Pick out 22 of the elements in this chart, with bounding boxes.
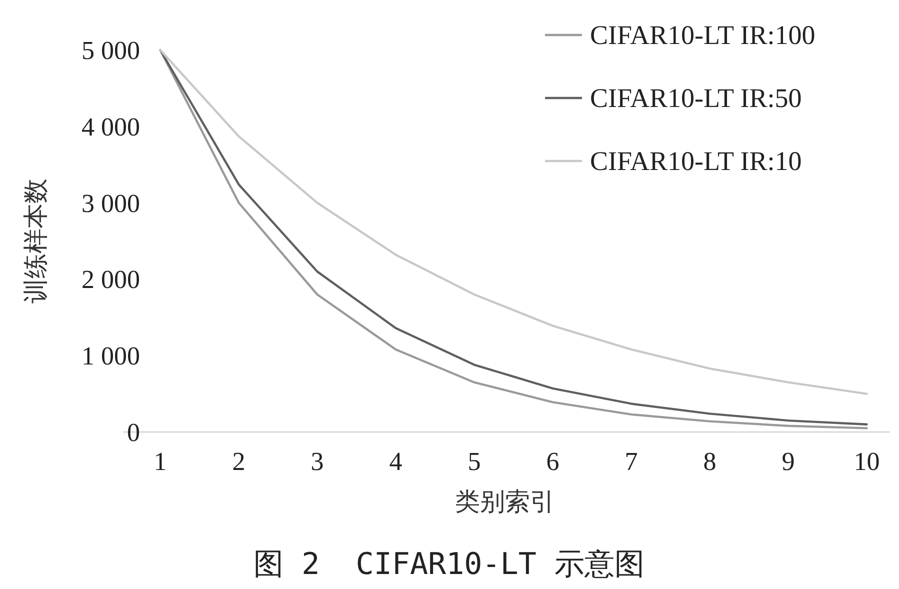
text: 图 2 CIFAR10-LT 示意图	[254, 547, 644, 582]
legend-label: CIFAR10-LT IR:10	[590, 146, 802, 176]
x-axis-title: 类别索引	[455, 487, 555, 516]
x-tick-label: 9	[782, 447, 795, 476]
x-tick-label: 2	[232, 447, 246, 476]
y-tick-label: 0	[127, 418, 140, 447]
legend-label: CIFAR10-LT IR:100	[590, 20, 816, 50]
x-tick-label: 4	[389, 447, 402, 476]
y-tick-label: 4 000	[82, 112, 140, 142]
y-axis-title: 训练样本数	[21, 178, 50, 304]
x-tick-label: 1	[154, 447, 167, 476]
x-tick-label: 8	[703, 447, 716, 476]
y-tick-label: 1 000	[82, 342, 140, 371]
y-tick-label: 2 000	[82, 265, 140, 294]
x-tick-label: 3	[310, 447, 324, 476]
x-tick-label: 7	[624, 447, 638, 476]
x-tick-label: 5	[468, 447, 481, 476]
y-tick-label: 3 000	[82, 188, 140, 218]
legend-label: CIFAR10-LT IR:50	[590, 83, 802, 113]
x-tick-label: 6	[546, 447, 560, 476]
y-tick-label: 5 000	[82, 36, 140, 65]
x-tick-label: 10	[854, 447, 880, 476]
